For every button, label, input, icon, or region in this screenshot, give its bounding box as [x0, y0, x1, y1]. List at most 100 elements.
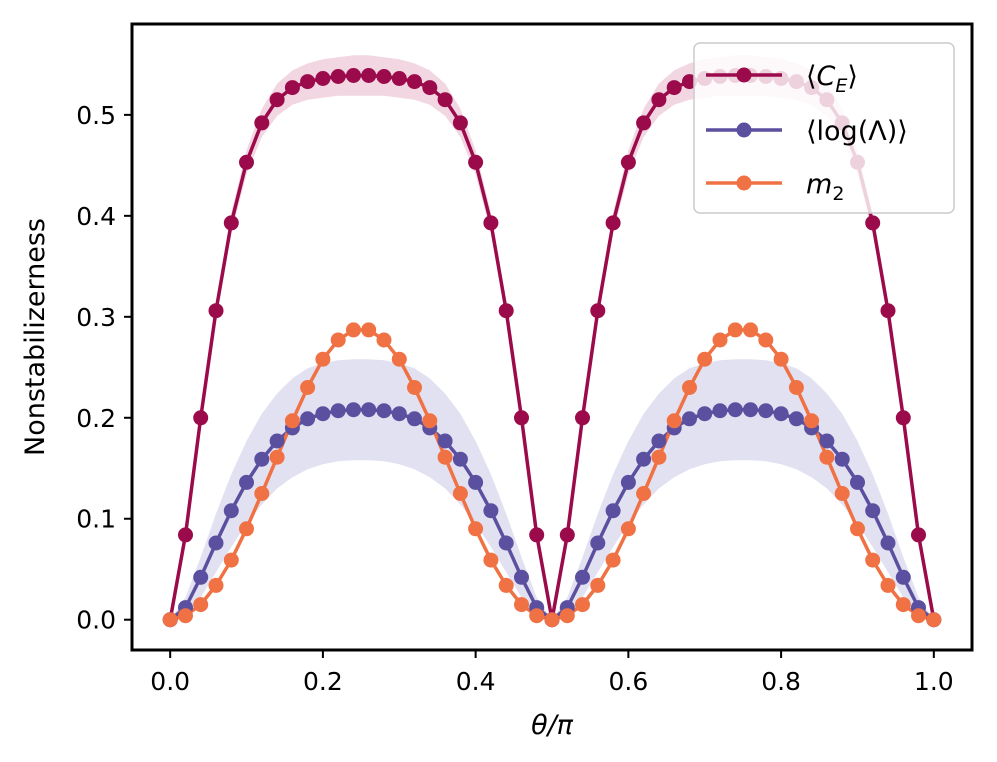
- point-series-1: [239, 474, 254, 490]
- point-series-0: [636, 115, 652, 131]
- point-series-2: [223, 552, 239, 568]
- point-series-0: [880, 303, 896, 319]
- point-series-1: [712, 403, 728, 419]
- point-series-2: [391, 351, 407, 367]
- point-series-2: [208, 577, 224, 593]
- point-series-1: [773, 406, 789, 422]
- x-tick-label: 0.8: [761, 667, 801, 696]
- point-series-2: [361, 322, 377, 338]
- point-series-0: [239, 154, 254, 170]
- point-series-0: [284, 80, 300, 96]
- point-series-2: [804, 413, 820, 429]
- point-series-2: [498, 577, 514, 593]
- point-series-1: [315, 406, 331, 422]
- point-series-2: [346, 322, 361, 338]
- y-axis-label: Nonstabilizerness: [20, 218, 51, 456]
- point-series-1: [575, 569, 590, 585]
- point-series-0: [330, 69, 346, 84]
- x-tick-label: 0.0: [150, 667, 190, 696]
- point-series-0: [361, 68, 377, 83]
- legend-marker-series-1: [736, 122, 752, 138]
- x-tick-label: 0.4: [456, 667, 496, 696]
- point-series-0: [651, 92, 667, 108]
- point-series-2: [743, 322, 758, 338]
- point-series-2: [330, 332, 346, 348]
- point-series-0: [605, 215, 621, 231]
- point-series-1: [514, 569, 529, 585]
- point-series-2: [773, 351, 789, 367]
- point-series-1: [483, 503, 499, 519]
- point-series-0: [559, 527, 575, 543]
- point-series-2: [239, 521, 254, 537]
- point-series-1: [895, 569, 911, 585]
- point-series-2: [468, 521, 484, 537]
- point-series-1: [865, 503, 881, 519]
- point-series-1: [437, 433, 453, 449]
- point-series-1: [223, 503, 239, 519]
- point-series-2: [727, 322, 743, 338]
- point-series-1: [727, 402, 743, 418]
- band-series-1: [170, 359, 934, 620]
- point-series-1: [330, 403, 346, 419]
- y-tick-label: 0.3: [76, 303, 116, 332]
- x-axis-label: θ/π: [531, 710, 574, 741]
- point-series-1: [819, 433, 835, 449]
- point-series-1: [636, 451, 652, 467]
- point-series-2: [559, 608, 575, 624]
- series-markers: [162, 68, 942, 628]
- point-series-0: [315, 71, 331, 86]
- y-tick-label: 0.0: [76, 606, 116, 635]
- point-series-2: [682, 380, 697, 395]
- legend-marker-series-2: [736, 175, 752, 191]
- point-series-1: [788, 411, 804, 427]
- point-series-1: [697, 406, 713, 422]
- point-series-0: [575, 410, 590, 426]
- point-series-1: [193, 569, 209, 585]
- point-series-1: [743, 402, 758, 418]
- point-series-0: [208, 303, 224, 319]
- y-tick-label: 0.5: [76, 101, 116, 130]
- point-series-1: [269, 433, 285, 449]
- point-series-2: [269, 449, 285, 465]
- point-series-2: [620, 521, 636, 537]
- point-series-2: [407, 380, 422, 395]
- point-series-2: [697, 351, 713, 367]
- y-axis-ticks: 0.0 0.1 0.2 0.3 0.4 0.5: [76, 101, 132, 635]
- point-series-2: [315, 351, 331, 367]
- point-series-0: [895, 410, 911, 426]
- point-series-2: [422, 413, 438, 429]
- point-series-2: [880, 577, 896, 593]
- point-series-2: [437, 449, 453, 465]
- y-tick-label: 0.1: [76, 505, 116, 534]
- point-series-1: [361, 402, 377, 418]
- point-series-2: [666, 413, 682, 429]
- point-series-2: [514, 597, 529, 613]
- point-series-0: [178, 527, 193, 543]
- point-series-2: [178, 608, 193, 624]
- point-series-2: [819, 449, 835, 465]
- point-series-0: [911, 527, 926, 543]
- point-series-2: [162, 612, 178, 628]
- point-series-0: [514, 410, 529, 426]
- point-series-1: [620, 474, 636, 490]
- point-series-1: [254, 451, 270, 467]
- point-series-0: [269, 92, 285, 108]
- point-series-2: [284, 413, 300, 429]
- legend-label-series-2: m2: [806, 169, 844, 205]
- point-series-2: [544, 612, 560, 628]
- point-series-1: [682, 411, 697, 427]
- point-series-1: [834, 451, 850, 467]
- point-series-2: [850, 521, 865, 537]
- point-series-1: [468, 474, 484, 490]
- point-series-1: [300, 411, 316, 427]
- point-series-0: [193, 410, 209, 426]
- point-series-2: [605, 552, 621, 568]
- point-series-1: [346, 402, 361, 418]
- point-series-0: [346, 68, 361, 83]
- point-series-1: [498, 535, 514, 551]
- x-tick-label: 0.2: [303, 667, 343, 696]
- point-series-2: [926, 612, 942, 628]
- point-series-0: [483, 215, 499, 231]
- point-series-1: [880, 535, 896, 551]
